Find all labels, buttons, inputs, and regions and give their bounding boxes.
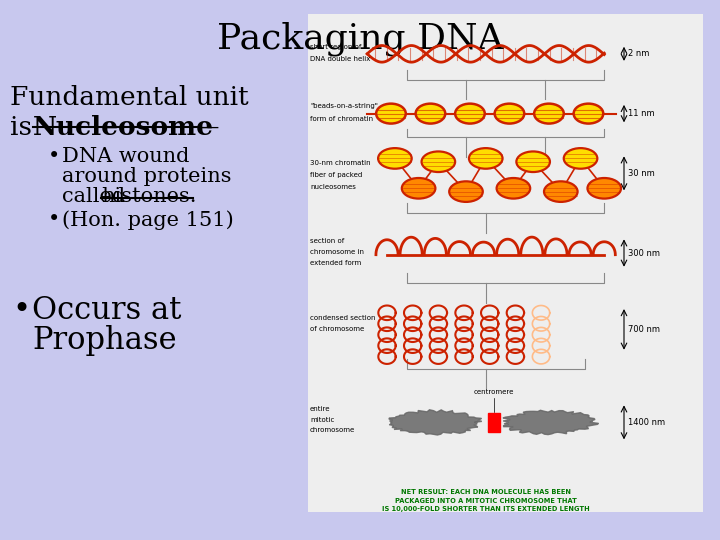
Text: DNA wound: DNA wound bbox=[62, 147, 189, 166]
Ellipse shape bbox=[588, 178, 621, 199]
Text: section of: section of bbox=[310, 239, 344, 245]
Text: •: • bbox=[48, 210, 60, 229]
Text: Packaging DNA: Packaging DNA bbox=[217, 22, 503, 57]
Text: 11 nm: 11 nm bbox=[628, 109, 654, 118]
Text: of chromosome: of chromosome bbox=[310, 326, 364, 332]
Text: entire: entire bbox=[310, 406, 330, 412]
Ellipse shape bbox=[516, 151, 550, 172]
Ellipse shape bbox=[534, 104, 564, 124]
Text: called: called bbox=[62, 187, 132, 206]
Text: IS 10,000-FOLD SHORTER THAN ITS EXTENDED LENGTH: IS 10,000-FOLD SHORTER THAN ITS EXTENDED… bbox=[382, 507, 590, 512]
Bar bbox=[308, 14, 703, 512]
Text: 700 nm: 700 nm bbox=[628, 325, 660, 334]
Text: chromosome: chromosome bbox=[310, 427, 355, 433]
Ellipse shape bbox=[497, 178, 530, 199]
Text: is: is bbox=[10, 115, 40, 140]
Text: DNA double helix: DNA double helix bbox=[310, 56, 370, 62]
Text: (Hon. page 151): (Hon. page 151) bbox=[62, 210, 234, 230]
Ellipse shape bbox=[495, 104, 524, 124]
Text: –: – bbox=[198, 115, 220, 140]
Text: form of chromatin: form of chromatin bbox=[310, 116, 373, 122]
Text: histones.: histones. bbox=[101, 187, 197, 206]
Bar bbox=[487, 414, 500, 431]
Polygon shape bbox=[389, 410, 482, 435]
Text: nucleosomes: nucleosomes bbox=[310, 184, 356, 190]
Polygon shape bbox=[503, 410, 598, 435]
Ellipse shape bbox=[402, 178, 436, 199]
Text: condensed section: condensed section bbox=[310, 315, 375, 321]
Ellipse shape bbox=[376, 104, 406, 124]
Text: 30 nm: 30 nm bbox=[628, 169, 654, 178]
Text: centromere: centromere bbox=[474, 389, 514, 395]
Ellipse shape bbox=[564, 148, 598, 168]
Ellipse shape bbox=[449, 181, 483, 202]
Text: around proteins: around proteins bbox=[62, 167, 232, 186]
Text: 30-nm chromatin: 30-nm chromatin bbox=[310, 160, 371, 166]
Text: Nucleosome: Nucleosome bbox=[33, 115, 214, 140]
Text: 1400 nm: 1400 nm bbox=[628, 418, 665, 427]
Text: mitotic: mitotic bbox=[310, 417, 334, 423]
Ellipse shape bbox=[544, 181, 577, 202]
Text: Prophase: Prophase bbox=[32, 325, 176, 356]
Text: fiber of packed: fiber of packed bbox=[310, 172, 362, 178]
Text: •: • bbox=[12, 295, 30, 326]
Text: PACKAGED INTO A MITOTIC CHROMOSOME THAT: PACKAGED INTO A MITOTIC CHROMOSOME THAT bbox=[395, 498, 577, 504]
Text: 300 nm: 300 nm bbox=[628, 248, 660, 258]
Text: "beads-on-a-string": "beads-on-a-string" bbox=[310, 103, 378, 109]
Ellipse shape bbox=[574, 104, 603, 124]
Text: 2 nm: 2 nm bbox=[628, 49, 649, 58]
Text: extended form: extended form bbox=[310, 260, 361, 266]
Text: •: • bbox=[48, 147, 60, 166]
Text: Fundamental unit: Fundamental unit bbox=[10, 85, 248, 110]
Text: short region of: short region of bbox=[310, 44, 361, 50]
Ellipse shape bbox=[415, 104, 445, 124]
Ellipse shape bbox=[469, 148, 503, 168]
Text: Occurs at: Occurs at bbox=[32, 295, 181, 326]
Text: chromosome in: chromosome in bbox=[310, 249, 364, 255]
Ellipse shape bbox=[422, 151, 455, 172]
Ellipse shape bbox=[455, 104, 485, 124]
Text: NET RESULT: EACH DNA MOLECULE HAS BEEN: NET RESULT: EACH DNA MOLECULE HAS BEEN bbox=[401, 489, 571, 495]
Ellipse shape bbox=[378, 148, 412, 168]
